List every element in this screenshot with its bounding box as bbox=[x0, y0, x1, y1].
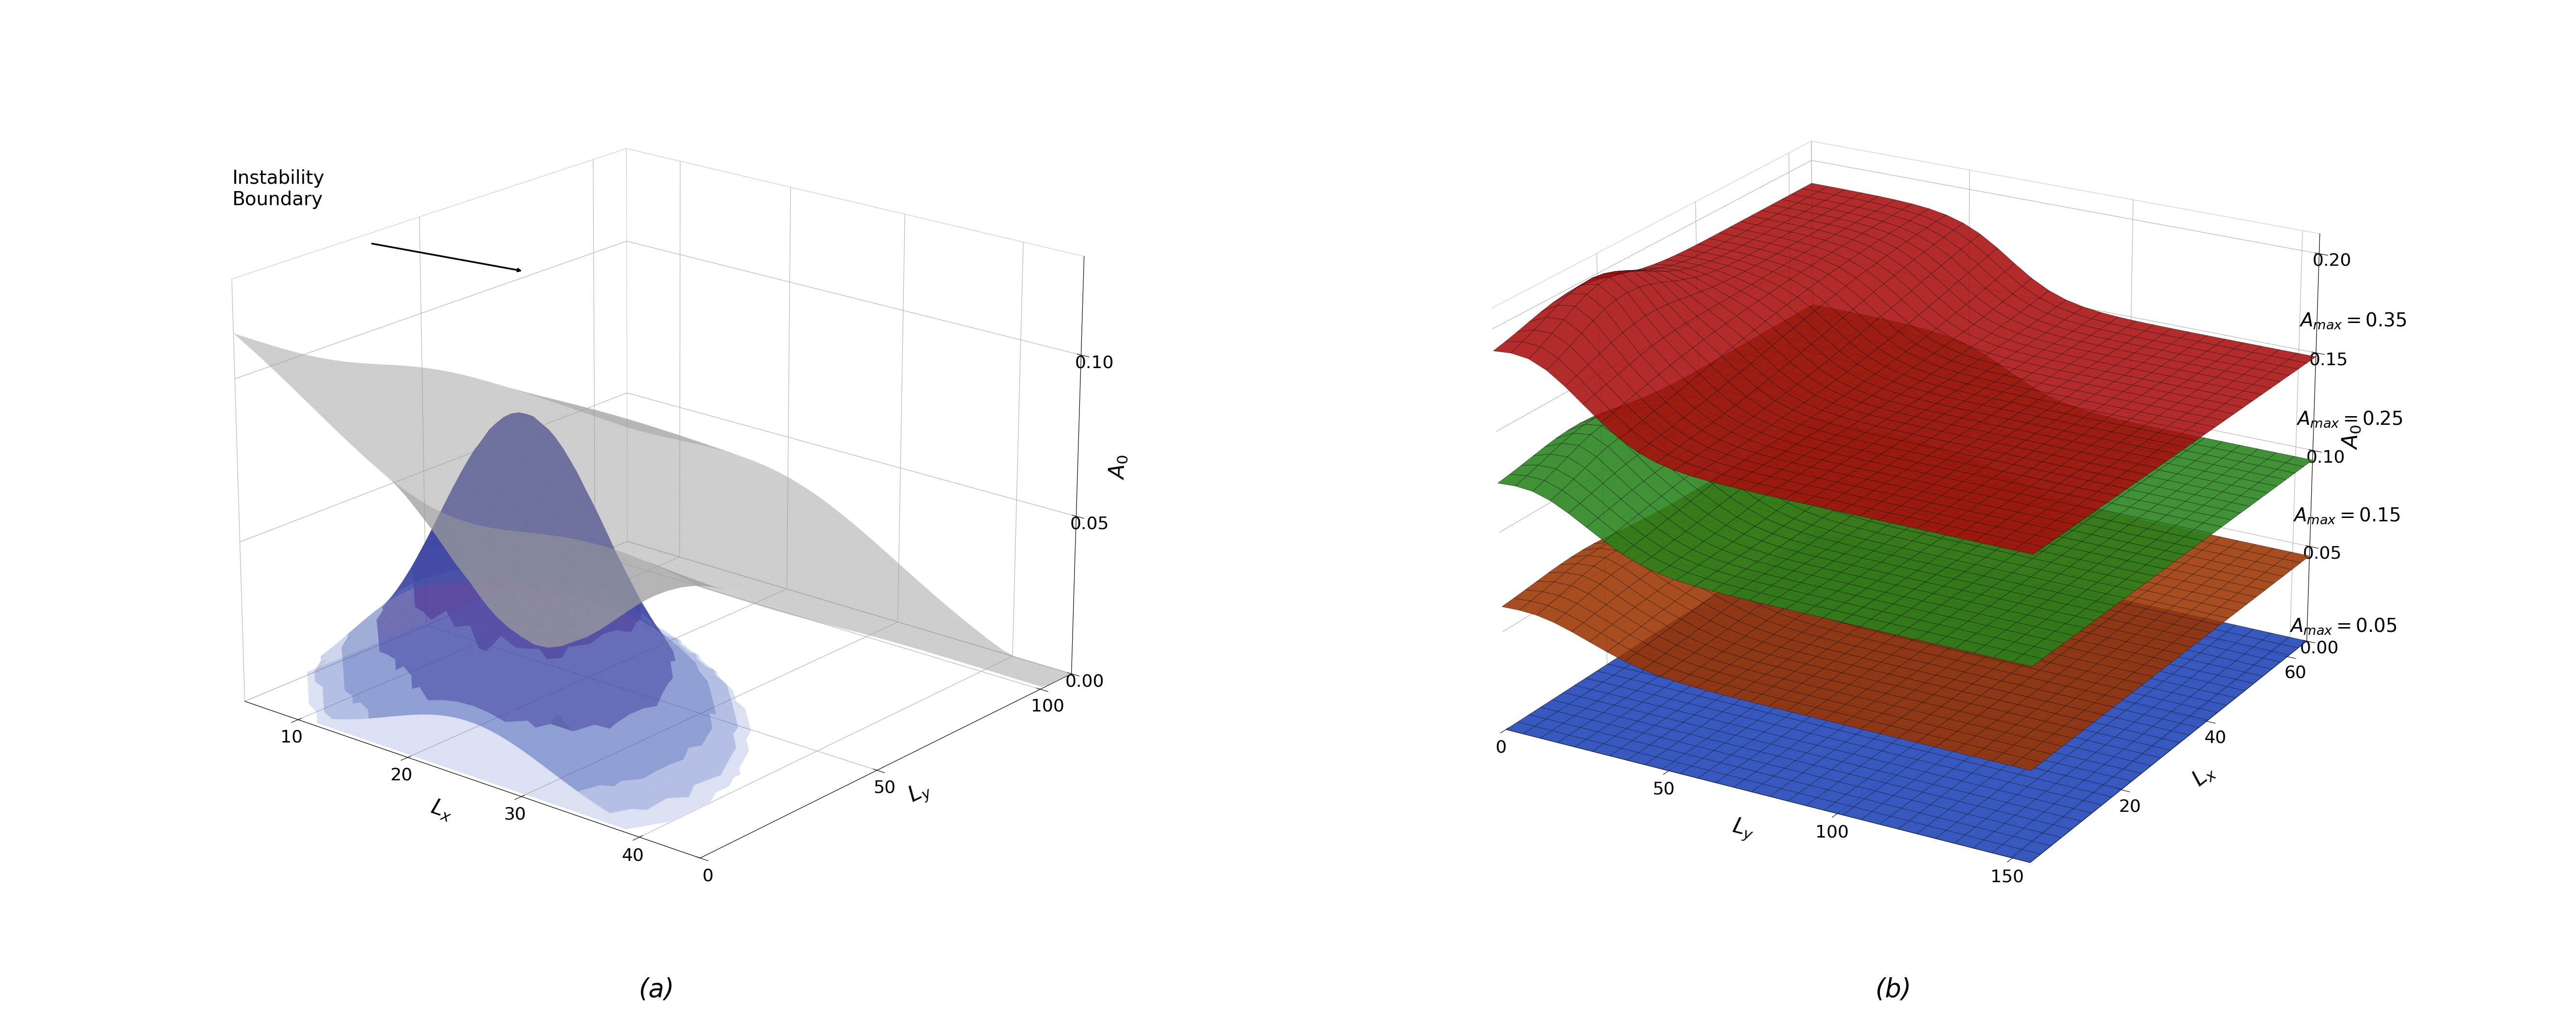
Text: (b): (b) bbox=[1875, 976, 1911, 1002]
X-axis label: $L_y$: $L_y$ bbox=[1728, 815, 1757, 844]
Y-axis label: $L_y$: $L_y$ bbox=[904, 777, 935, 809]
Text: (a): (a) bbox=[639, 976, 675, 1002]
Text: Instability
Boundary: Instability Boundary bbox=[232, 170, 325, 210]
X-axis label: $L_x$: $L_x$ bbox=[428, 796, 456, 824]
Y-axis label: $L_x$: $L_x$ bbox=[2190, 761, 2218, 791]
